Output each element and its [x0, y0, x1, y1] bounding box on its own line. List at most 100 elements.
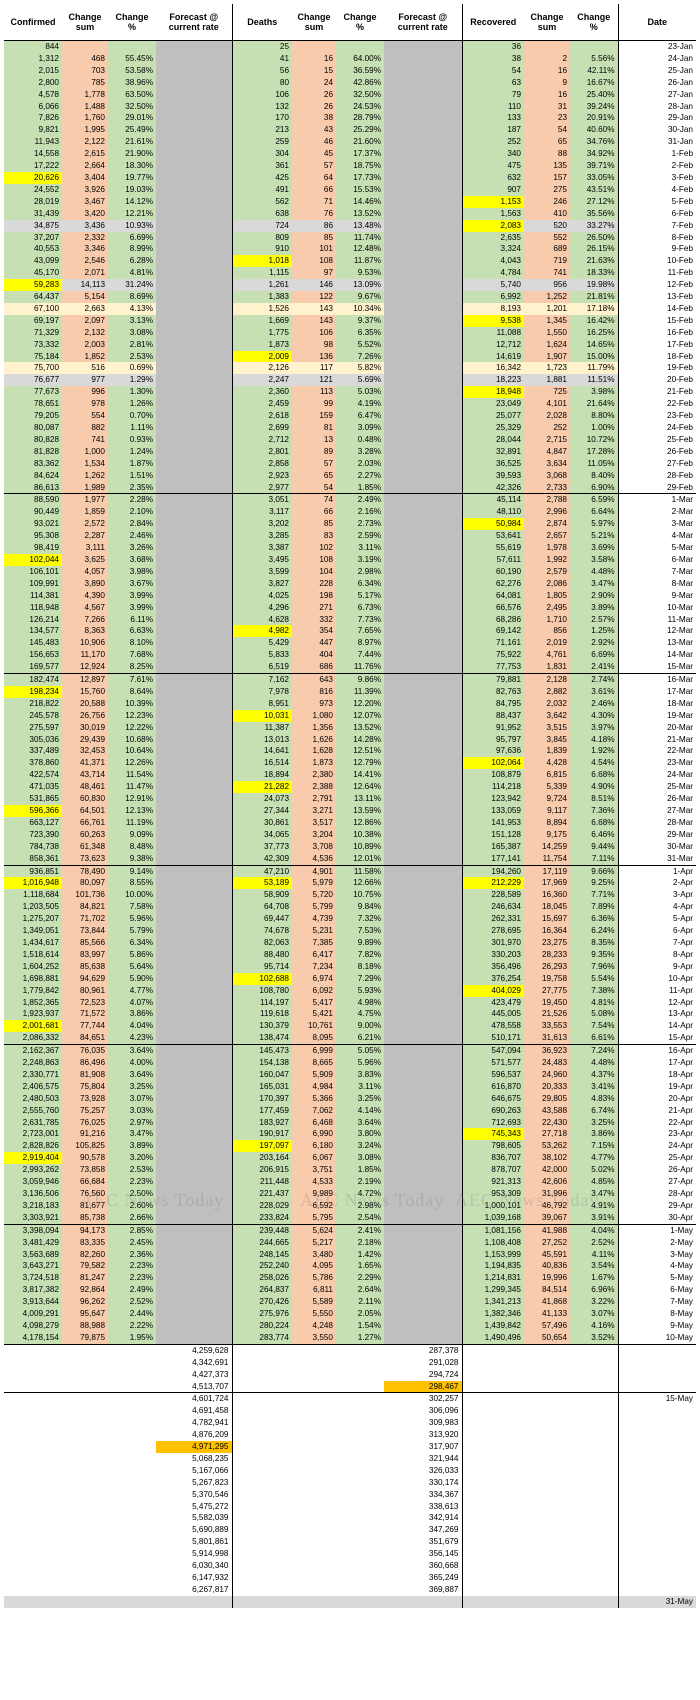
cell-deaths-change-pct: 12.66%: [336, 877, 384, 890]
empty-cell: [4, 1501, 62, 1513]
cell-confirmed-change-pct: 3.47%: [108, 1128, 156, 1141]
empty-cell: [232, 1357, 292, 1369]
cell-date: 11-Feb: [667, 268, 693, 278]
cell-recovered-change-pct: 3.25%: [570, 1116, 619, 1129]
cell-recovered-change-pct: 6.64%: [570, 506, 619, 519]
cell-confirmed: 98,419: [4, 542, 62, 554]
cell-confirmed-forecast: 5,914,998: [156, 1548, 233, 1561]
cell-deaths-change-pct: 25.29%: [336, 124, 384, 137]
cell-deaths-forecast: [384, 243, 463, 256]
table-row: 76,677 977 1.29% 2,247 121 5.69% 18,223 1,881 11…: [4, 374, 696, 387]
cell-confirmed: 20,626: [4, 171, 62, 184]
cell-confirmed-change-sum: 80,097: [62, 877, 108, 890]
cell-deaths-change-sum: 3,517: [292, 816, 336, 829]
cell-date: [618, 1417, 696, 1429]
cell-confirmed: 531,865: [4, 793, 62, 805]
cell-confirmed-change-sum: 71,702: [62, 913, 108, 926]
cell-confirmed-forecast: [156, 64, 233, 77]
cell-date: 8-Apr: [672, 949, 693, 959]
cell-confirmed-forecast: [156, 171, 233, 184]
cell-deaths-change-pct: 8.18%: [336, 960, 384, 973]
cell-recovered-change-pct: 14.65%: [570, 338, 619, 351]
empty-cell: [62, 1524, 108, 1536]
cell-date: 28-Feb: [667, 470, 693, 480]
cell-deaths-change-pct: 18.75%: [336, 160, 384, 172]
table-row: 858,361 73,623 9.38% 42,309 4,536 12.01% 177,1…: [4, 852, 696, 866]
cell-confirmed: 45,170: [4, 267, 62, 280]
forecast-row: 4,427,373 294,724: [4, 1368, 696, 1381]
cell-confirmed-change-sum: 2,546: [62, 255, 108, 268]
cell-confirmed-change-pct: 1.26%: [108, 398, 156, 411]
cell-confirmed: 28,019: [4, 195, 62, 208]
cell-deaths-change-sum: 7,062: [292, 1104, 336, 1117]
cell-recovered-change-sum: 3,642: [524, 709, 570, 722]
cell-deaths-forecast: 351,679: [384, 1536, 463, 1549]
cell-deaths-change-pct: 7.53%: [336, 925, 384, 937]
cell-confirmed-change-pct: 3.20%: [108, 1152, 156, 1165]
cell-confirmed-forecast: [156, 565, 233, 578]
table-row: 45,170 2,071 4.81% 1,115 97 9.53% 4,784 741 18.3…: [4, 267, 696, 280]
cell-confirmed-change-pct: 1.30%: [108, 386, 156, 399]
cell-confirmed-forecast: [156, 589, 233, 602]
cell-deaths-forecast: [384, 171, 463, 184]
empty-cell: [4, 1369, 62, 1381]
cell-deaths: 221,437: [232, 1188, 292, 1200]
cell-confirmed-forecast: [156, 350, 233, 363]
empty-cell: [232, 1393, 292, 1405]
cell-confirmed-forecast: [156, 1164, 233, 1177]
cell-recovered: 878,707: [462, 1164, 524, 1177]
cell-recovered-change-pct: 4.30%: [570, 709, 619, 722]
cell-deaths-change-sum: 159: [292, 410, 336, 422]
cell-confirmed-forecast: [156, 481, 233, 495]
cell-confirmed: 118,948: [4, 601, 62, 614]
cell-confirmed-forecast: [156, 1128, 233, 1141]
cell-recovered-change-pct: 2.90%: [570, 589, 619, 602]
cell-confirmed: 17,222: [4, 160, 62, 172]
cell-recovered-change-pct: 3.52%: [570, 1331, 619, 1345]
table-row: 275,597 30,019 12.22% 11,387 1,356 13.52% 91,9…: [4, 721, 696, 734]
cell-confirmed-forecast: 4,342,691: [156, 1356, 233, 1369]
table-row: 4,178,154 79,875 1.95% 283,774 3,550 1.27% 1,4…: [4, 1331, 696, 1345]
cell-deaths: 491: [232, 183, 292, 196]
cell-deaths-change-pct: 11.39%: [336, 685, 384, 698]
cell-deaths-forecast: [384, 386, 463, 399]
cell-deaths-change-pct: 10.75%: [336, 889, 384, 902]
cell-recovered: 404,029: [462, 984, 524, 997]
cell-deaths-change-sum: 3,204: [292, 828, 336, 841]
cell-date: 13-Mar: [667, 638, 693, 648]
cell-deaths-forecast: [384, 481, 463, 495]
cell-deaths-change-pct: 12.86%: [336, 816, 384, 829]
cell-date: 4-Apr: [672, 902, 693, 912]
cell-confirmed-change-sum: 8,363: [62, 625, 108, 638]
cell-confirmed: 75,184: [4, 350, 62, 363]
empty-cell: [570, 1512, 619, 1525]
cell-confirmed-change-sum: 741: [62, 433, 108, 446]
cell-deaths: 53,189: [232, 877, 292, 890]
cell-recovered: 745,343: [462, 1128, 524, 1141]
empty-cell: [524, 1584, 570, 1596]
cell-confirmed-forecast: 6,030,340: [156, 1560, 233, 1572]
empty-cell: [462, 1536, 524, 1548]
cell-recovered: 547,094: [462, 1044, 524, 1058]
empty-cell: [232, 1417, 292, 1429]
table-row: 64,437 5,154 8.69% 1,383 122 9.67% 6,992 1,252 2…: [4, 291, 696, 303]
cell-deaths-change-pct: 4.72%: [336, 1188, 384, 1200]
cell-recovered-change-sum: 2,788: [524, 493, 570, 507]
cell-date: 21-Mar: [667, 734, 693, 744]
cell-deaths: 724: [232, 219, 292, 232]
cell-confirmed: 83,362: [4, 457, 62, 470]
cell-recovered-change-sum: 689: [524, 243, 570, 256]
forecast-row: 5,167,066 326,033: [4, 1464, 696, 1477]
cell-date: 15-Feb: [667, 315, 693, 325]
cell-deaths-forecast: [384, 76, 463, 89]
cell-deaths-forecast: [384, 721, 463, 734]
empty-cell: [524, 1369, 570, 1381]
header-confirmed: Confirmed: [4, 4, 62, 41]
cell-confirmed-change-pct: 0.70%: [108, 410, 156, 422]
cell-confirmed-forecast: [156, 374, 233, 387]
cell-recovered: 79: [462, 88, 524, 101]
table-row: 17,222 2,664 18.30% 361 57 18.75% 475 135 39.71%…: [4, 160, 696, 172]
forecast-row: 4,259,628 287,378: [4, 1344, 696, 1357]
empty-cell: [462, 1595, 524, 1608]
cell-deaths-change-pct: 13.48%: [336, 219, 384, 232]
